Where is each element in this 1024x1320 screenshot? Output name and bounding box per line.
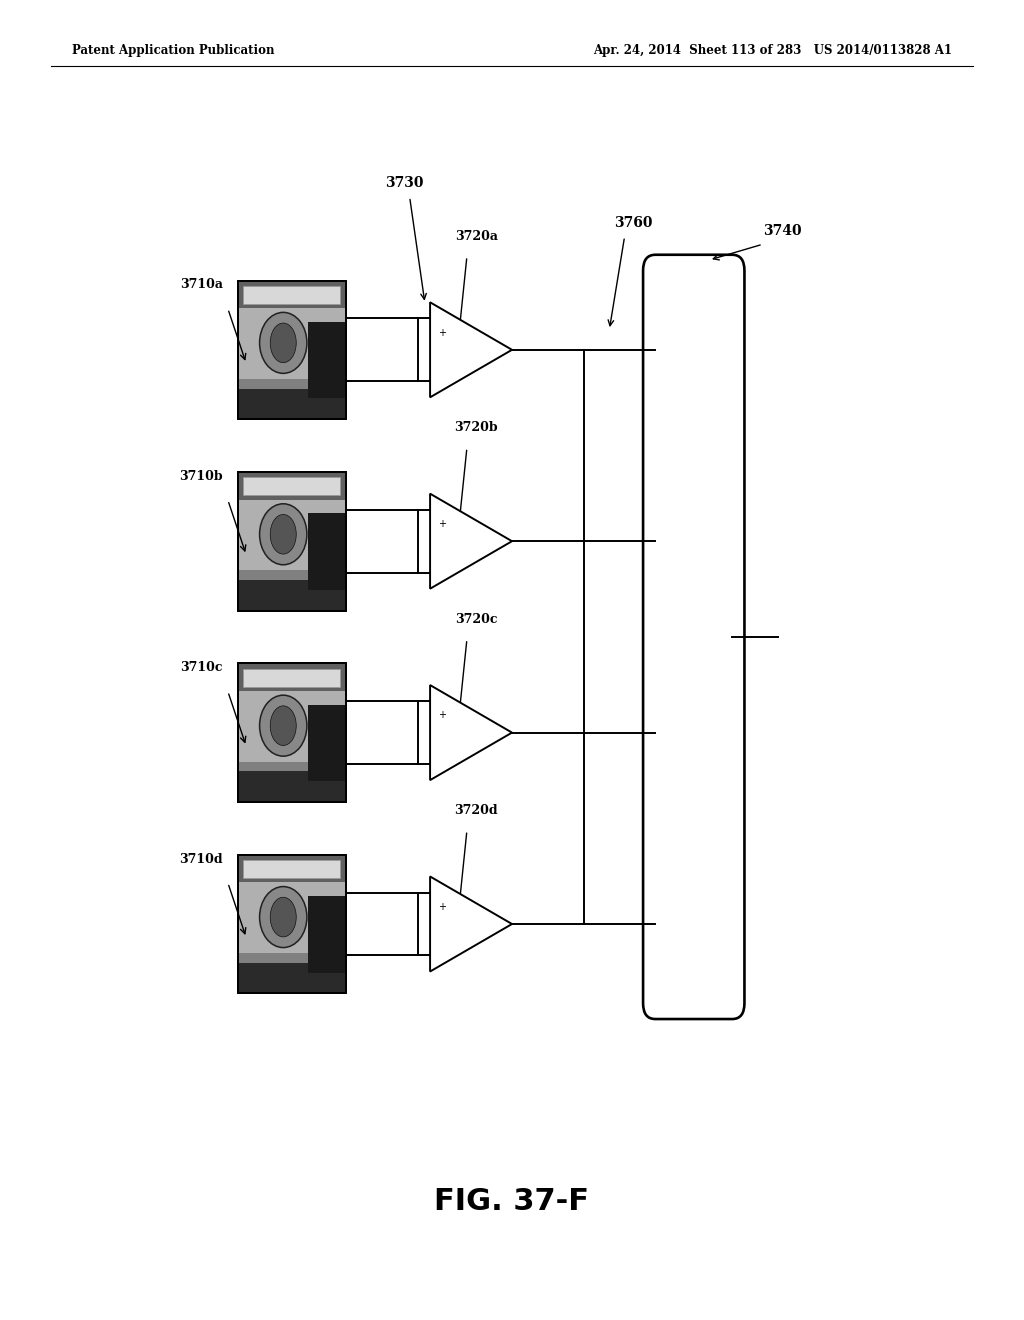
Bar bbox=[244, 286, 340, 304]
Circle shape bbox=[259, 504, 307, 565]
Text: 3720a: 3720a bbox=[455, 230, 498, 243]
Bar bbox=[308, 896, 345, 973]
Bar bbox=[238, 855, 345, 993]
Bar bbox=[238, 579, 345, 610]
Bar bbox=[244, 669, 340, 686]
Text: 3720c: 3720c bbox=[455, 612, 498, 626]
Bar bbox=[238, 855, 345, 883]
Bar bbox=[238, 473, 345, 610]
Bar bbox=[238, 379, 345, 388]
Polygon shape bbox=[430, 302, 512, 397]
Ellipse shape bbox=[270, 323, 296, 363]
Bar bbox=[238, 762, 345, 771]
Text: 3710d: 3710d bbox=[179, 853, 222, 866]
Circle shape bbox=[259, 887, 307, 948]
Polygon shape bbox=[430, 494, 512, 589]
Bar bbox=[238, 281, 345, 420]
Bar bbox=[308, 513, 345, 590]
Text: 3720b: 3720b bbox=[455, 421, 498, 434]
Text: FIG. 37-F: FIG. 37-F bbox=[434, 1187, 590, 1216]
Text: Patent Application Publication: Patent Application Publication bbox=[72, 44, 274, 57]
Bar bbox=[238, 281, 345, 420]
Text: 3710c: 3710c bbox=[180, 661, 222, 675]
Text: 3720d: 3720d bbox=[455, 804, 498, 817]
Bar bbox=[238, 663, 345, 692]
Bar bbox=[238, 388, 345, 420]
Ellipse shape bbox=[270, 706, 296, 746]
Text: 3740: 3740 bbox=[763, 223, 802, 238]
Bar bbox=[308, 705, 345, 781]
Ellipse shape bbox=[270, 515, 296, 554]
Text: +: + bbox=[438, 519, 446, 529]
FancyBboxPatch shape bbox=[643, 255, 744, 1019]
Text: +: + bbox=[438, 902, 446, 912]
Bar bbox=[238, 962, 345, 993]
Text: Apr. 24, 2014  Sheet 113 of 283   US 2014/0113828 A1: Apr. 24, 2014 Sheet 113 of 283 US 2014/0… bbox=[593, 44, 952, 57]
Bar bbox=[238, 570, 345, 579]
Text: +: + bbox=[438, 710, 446, 721]
Bar bbox=[308, 322, 345, 399]
Polygon shape bbox=[430, 876, 512, 972]
Text: 3710a: 3710a bbox=[180, 279, 222, 292]
Bar bbox=[238, 473, 345, 500]
Text: 3710b: 3710b bbox=[179, 470, 222, 483]
Bar bbox=[244, 478, 340, 495]
Text: +: + bbox=[438, 327, 446, 338]
Bar bbox=[244, 861, 340, 878]
Bar bbox=[238, 473, 345, 610]
Bar bbox=[238, 663, 345, 801]
Bar bbox=[238, 771, 345, 801]
Circle shape bbox=[259, 313, 307, 374]
Bar bbox=[238, 281, 345, 309]
Polygon shape bbox=[430, 685, 512, 780]
Ellipse shape bbox=[270, 898, 296, 937]
Bar bbox=[238, 663, 345, 801]
Bar bbox=[238, 855, 345, 993]
Text: 3730: 3730 bbox=[385, 176, 424, 190]
Bar bbox=[238, 953, 345, 962]
Circle shape bbox=[259, 696, 307, 756]
Text: 3760: 3760 bbox=[614, 215, 653, 230]
